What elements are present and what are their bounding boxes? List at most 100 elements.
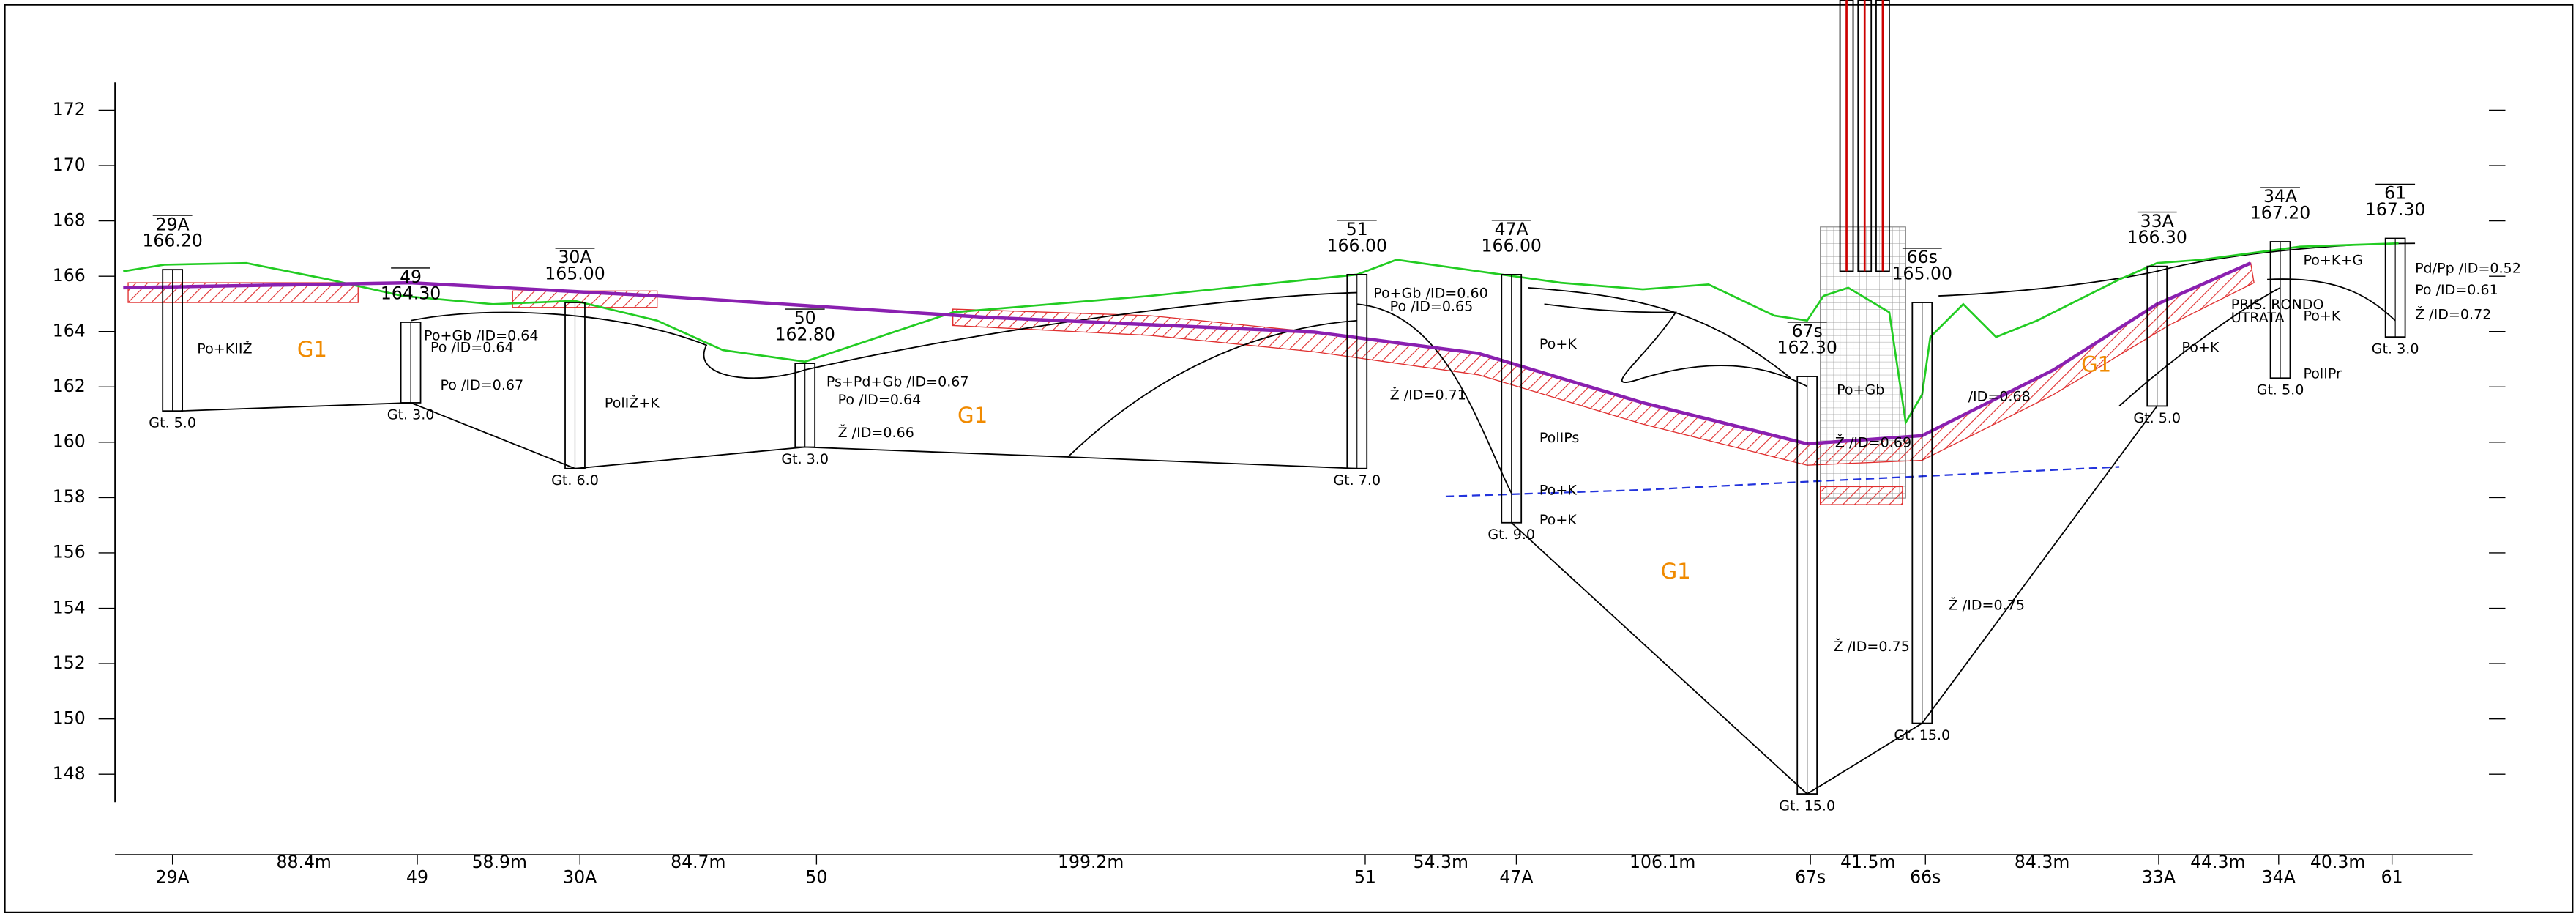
hatched-zone — [952, 262, 2255, 466]
layer-label: Po+K — [1539, 336, 1577, 352]
station-label: 33A — [2142, 866, 2176, 887]
layer-label: /ID=0.68 — [1968, 389, 2031, 405]
layer-label: Po+K — [1539, 483, 1577, 499]
borehole-name: 33A — [2140, 211, 2174, 231]
distance-label: 40.3m — [2310, 852, 2365, 872]
borehole-base: Gt. 3.0 — [781, 451, 829, 467]
elevation-label: 170 — [53, 155, 86, 175]
borehole-elevation: 162.30 — [1777, 338, 1837, 358]
layer-label: Po+K — [1539, 512, 1577, 528]
frame — [4, 4, 2574, 913]
layer-label: PolIŽ+K — [605, 395, 660, 412]
hatched-zone — [1819, 486, 1903, 505]
borehole-elevation: 165.00 — [545, 264, 605, 284]
borehole-elevation: 166.00 — [1482, 235, 1542, 256]
purple-line — [123, 261, 2252, 446]
distance-label: 84.7m — [671, 852, 725, 872]
distance-label: 88.4m — [277, 852, 332, 872]
layer-label: PolIPs — [1539, 430, 1580, 446]
borehole-name: 50 — [794, 308, 816, 328]
layer-label: Pd/Pp /ID=0.52 — [2415, 261, 2521, 277]
borehole-name: 66s — [1907, 247, 1938, 267]
borehole-name: 34A — [2263, 186, 2297, 207]
elevation-label: 164 — [53, 320, 86, 341]
borehole-base: Gt. 6.0 — [551, 472, 599, 488]
elevation-label: 148 — [53, 763, 86, 784]
distance-label: 199.2m — [1058, 852, 1124, 872]
borehole-base: Gt. 15.0 — [1894, 727, 1950, 743]
elevation-label: 154 — [53, 597, 86, 617]
layer-label: Ž /ID=0.71 — [1390, 386, 1466, 403]
distance-label: 58.9m — [472, 852, 527, 872]
borehole-base: Gt. 15.0 — [1779, 798, 1835, 814]
annotations: 172 170 168 166 164 162 160 158 156 154 152 150 148 2… — [53, 99, 2521, 887]
elevation-label: 158 — [53, 486, 86, 507]
station-label: 61 — [2381, 866, 2403, 887]
distance-label: 106.1m — [1629, 852, 1695, 872]
distance-label: 41.5m — [1840, 852, 1895, 872]
layer-label: Ž /ID=0.66 — [838, 424, 914, 441]
elevation-label: 162 — [53, 376, 86, 396]
layer-label: Po+K — [2303, 308, 2340, 324]
station-label: 34A — [2262, 866, 2296, 887]
layer-label: Ž /ID=0.69 — [1835, 434, 1911, 451]
station-label: 50 — [805, 866, 827, 887]
borehole-elevation: 162.80 — [774, 324, 835, 345]
terrain-line — [123, 242, 2399, 426]
borehole-name: 61 — [2384, 183, 2406, 204]
station-label: 47A — [1499, 866, 1533, 887]
station-label: 67s — [1795, 866, 1826, 887]
layer-label: Po+K+G — [2303, 252, 2363, 268]
layer-label: Po /ID=0.65 — [1390, 298, 1474, 314]
layer-label: Po+K — [2181, 339, 2219, 355]
zone-label: G1 — [1661, 559, 1691, 584]
distance-label: 44.3m — [2190, 852, 2245, 872]
zone-label: G1 — [957, 403, 988, 428]
borehole-base: Gt. 9.0 — [1487, 527, 1535, 543]
borehole-name: 30A — [558, 247, 591, 267]
distance-label: 84.3m — [2015, 852, 2069, 872]
distance-label: 54.3m — [1414, 852, 1468, 872]
station-label: 49 — [406, 866, 428, 887]
station-label: 29A — [156, 866, 190, 887]
station-label: 30A — [563, 866, 597, 887]
borehole-elevation: 166.00 — [1327, 235, 1387, 256]
elevation-label: 168 — [53, 209, 86, 230]
borehole-name: 51 — [1346, 219, 1368, 239]
layer-label: Ž /ID=0.75 — [1949, 597, 2025, 614]
elevation-label: 166 — [53, 265, 86, 286]
elevation-label: 152 — [53, 653, 86, 673]
elevation-label: 156 — [53, 542, 86, 562]
borehole-name: 29A — [156, 214, 190, 234]
layer-label: Po /ID=0.67 — [440, 377, 523, 393]
borehole-name: 47A — [1495, 219, 1528, 239]
layer-label: Po+Gb /ID=0.60 — [1373, 285, 1488, 301]
pylon — [1820, 0, 1906, 499]
borehole-base: Gt. 5.0 — [2257, 382, 2304, 398]
layer-label: PolIPr — [2303, 365, 2342, 382]
borehole-base: Gt. 5.0 — [2133, 410, 2181, 426]
borehole-elevation: 165.00 — [1892, 264, 1952, 284]
layer-label: Po+Gb /ID=0.64 — [424, 328, 539, 344]
layer-label: Po+Gb — [1837, 382, 1884, 398]
elevation-label: 150 — [53, 707, 86, 728]
layer-boundaries — [180, 242, 2416, 795]
borehole-elevation: 166.20 — [142, 231, 202, 251]
borehole-base: Gt. 3.0 — [387, 406, 435, 423]
borehole-elevation: 166.30 — [2127, 227, 2187, 248]
elevation-label: 172 — [53, 99, 86, 119]
layer-label: Po /ID=0.64 — [838, 392, 922, 408]
layer-label: Ž /ID=0.72 — [2415, 305, 2491, 322]
layer-label: PRIS. RONDO — [2231, 297, 2324, 313]
borehole-name: 49 — [400, 267, 422, 287]
groundwater-line — [1445, 466, 2120, 497]
layer-label: Ž /ID=0.75 — [1834, 638, 1910, 655]
zone-label: G1 — [297, 337, 327, 362]
station-label: 66s — [1910, 866, 1941, 887]
layer-label: UTRATA — [2231, 310, 2285, 326]
borehole-elevation: 167.20 — [2250, 203, 2310, 223]
borehole-base: Gt. 7.0 — [1333, 472, 1381, 488]
elevation-label: 160 — [53, 431, 86, 452]
borehole-base: Gt. 5.0 — [149, 415, 196, 431]
